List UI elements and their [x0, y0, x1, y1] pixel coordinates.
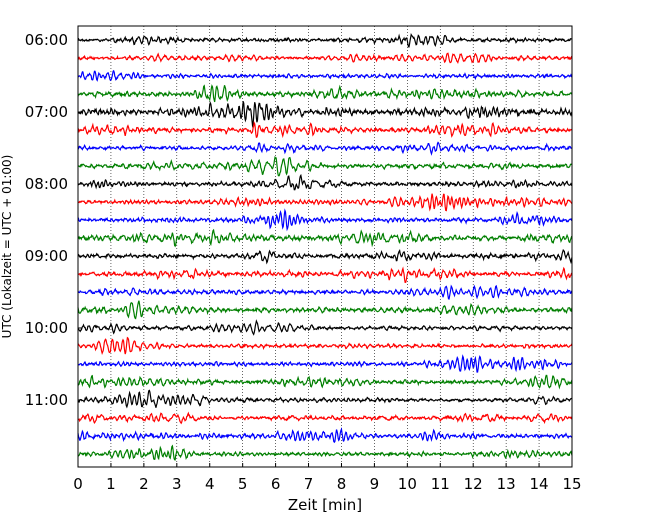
x-tick-label: 7 [304, 475, 314, 493]
trace-layer [77, 32, 573, 461]
x-tick-label: 3 [172, 475, 182, 493]
y-tick-label: 09:00 [25, 247, 68, 265]
x-tick-label: 6 [271, 475, 281, 493]
x-tick-label: 1 [106, 475, 116, 493]
y-axis-ticks: 06:00 07:00 08:00 09:00 10:00 11:00 [25, 31, 82, 409]
trace-0745 [77, 155, 573, 177]
plot-frame [77, 25, 573, 468]
x-tick-label: 5 [238, 475, 248, 493]
x-tick-label: 8 [337, 475, 347, 493]
x-tick-label: 12 [464, 475, 483, 493]
trace-1145 [77, 444, 573, 461]
trace-0815 [77, 193, 573, 212]
x-axis-label: Zeit [min] [288, 496, 362, 514]
x-tick-label: 10 [398, 475, 417, 493]
x-axis-ticks: 0 1 2 3 4 5 6 7 8 9 10 11 12 13 14 15 [73, 463, 582, 493]
x-tick-label: 11 [431, 475, 450, 493]
x-tick-label: 15 [562, 475, 581, 493]
x-tick-label: 0 [73, 475, 83, 493]
y-tick-label: 06:00 [25, 31, 68, 49]
x-tick-label: 4 [205, 475, 215, 493]
trace-1030 [77, 354, 573, 373]
trace-0830 [77, 208, 573, 232]
trace-1100 [77, 389, 573, 409]
y-tick-label: 11:00 [25, 391, 68, 409]
trace-0945 [77, 300, 573, 320]
trace-0600 [77, 32, 573, 48]
trace-0900 [77, 248, 573, 265]
trace-1000 [77, 319, 573, 336]
trace-0630 [77, 69, 573, 82]
y-tick-label: 08:00 [25, 175, 68, 193]
x-tick-label: 2 [139, 475, 149, 493]
trace-0700 [77, 101, 573, 128]
trace-0915 [77, 266, 573, 283]
y-axis-label: UTC (Lokalzeit = UTC + 01:00) [0, 155, 14, 339]
trace-0930 [77, 284, 573, 300]
trace-1115 [77, 411, 573, 425]
trace-0645 [77, 84, 573, 103]
trace-1045 [77, 374, 573, 390]
trace-1015 [77, 336, 573, 356]
y-tick-label: 07:00 [25, 103, 68, 121]
x-tick-label: 9 [370, 475, 380, 493]
x-tick-label: 13 [497, 475, 516, 493]
trace-0845 [77, 228, 573, 248]
trace-0800 [77, 173, 573, 191]
trace-0730 [77, 141, 573, 156]
x-tick-label: 14 [530, 475, 549, 493]
trace-0715 [77, 121, 573, 139]
trace-0615 [77, 52, 573, 64]
y-tick-label: 10:00 [25, 319, 68, 337]
trace-1130 [77, 427, 573, 444]
